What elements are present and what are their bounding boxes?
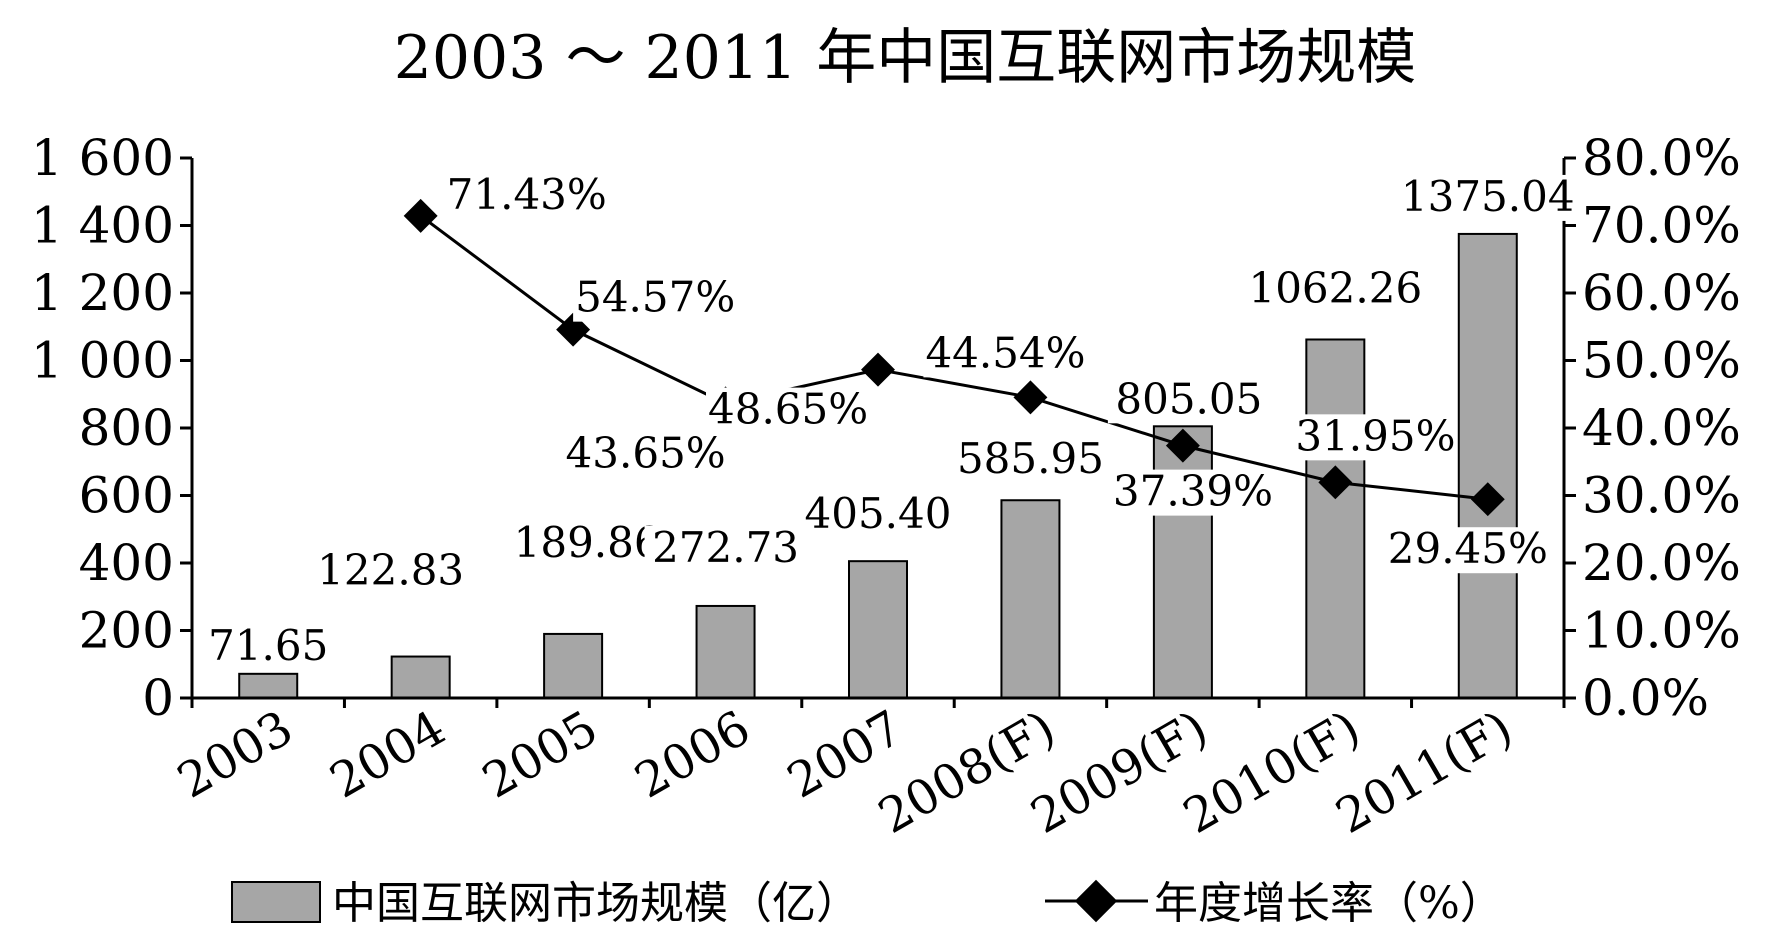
x-tick-label: 2004 <box>321 700 455 810</box>
bar-2007 <box>848 560 908 699</box>
y-left-tick-label: 800 <box>79 399 174 457</box>
growth-label-bg <box>563 431 718 478</box>
x-tick-label: 2009(F) <box>1022 700 1217 845</box>
y-left-tick-label: 1 600 <box>31 129 174 187</box>
bar-label-bg <box>797 492 959 539</box>
y-left-tick-label: 400 <box>79 534 174 592</box>
x-tick-label: 2008(F) <box>869 700 1064 845</box>
y-left-tick-label: 1 400 <box>31 197 174 255</box>
bar-label-bg <box>1240 266 1430 313</box>
y-left-tick-label: 0 <box>142 669 174 727</box>
y-right-tick-label: 60.0% <box>1582 264 1741 322</box>
growth-rate-label: 43.65% <box>566 428 726 477</box>
y-left-tick-label: 200 <box>79 602 174 660</box>
growth-marker-2010(F) <box>1318 465 1353 500</box>
growth-label-bg <box>1293 414 1448 461</box>
growth-marker-2004 <box>403 198 438 233</box>
growth-rate-label: 29.45% <box>1388 524 1548 573</box>
growth-label-bg <box>444 172 599 219</box>
y-right-tick-label: 10.0% <box>1582 602 1741 660</box>
bar-value-label: 71.65 <box>208 621 328 670</box>
chart-title: 2003 ～ 2011 年中国互联网市场规模 <box>394 23 1417 93</box>
bar-value-label: 1062.26 <box>1248 263 1422 312</box>
legend-bar-swatch <box>231 881 321 923</box>
bar-2005 <box>543 632 604 699</box>
legend-diamond-marker <box>1074 879 1118 923</box>
bar-label-bg <box>1107 377 1270 424</box>
bar-value-label: 805.05 <box>1115 374 1262 423</box>
bar-2006 <box>695 604 756 699</box>
legend: 中国互联网市场规模（亿） 年度增长率（%） <box>231 878 1504 929</box>
bar-value-label: 122.83 <box>317 546 464 595</box>
bar-value-label: 1375.04 <box>1401 172 1575 221</box>
bar-label-bg <box>200 623 336 670</box>
growth-marker-2008(F) <box>1013 380 1048 415</box>
bar-2010(F) <box>1305 338 1366 699</box>
y-left-tick-label: 1 200 <box>31 264 174 322</box>
y-left-tick-label: 1 000 <box>31 332 174 390</box>
growth-rate-label: 37.39% <box>1113 467 1273 516</box>
bar-value-label: 189.86 <box>514 518 661 567</box>
x-tick-label: 2003 <box>168 700 302 810</box>
x-tick-label: 2006 <box>626 700 760 810</box>
growth-rate-line <box>419 214 1488 501</box>
growth-rate-label: 71.43% <box>447 170 607 219</box>
growth-rate-label: 31.95% <box>1295 411 1455 460</box>
y-right-tick-label: 20.0% <box>1582 534 1741 592</box>
growth-label-bg <box>1110 469 1265 516</box>
bar-2011(F) <box>1457 232 1518 699</box>
growth-label-bg <box>706 387 860 434</box>
x-tick-label: 2005 <box>473 700 607 810</box>
legend-line-label: 年度增长率（%） <box>1154 878 1504 929</box>
bar-2008(F) <box>1000 499 1061 699</box>
x-tick-label: 2010(F) <box>1174 700 1369 845</box>
bar-value-label: 405.40 <box>805 489 952 538</box>
bar-value-label: 272.73 <box>652 523 799 572</box>
growth-rate-label: 54.57% <box>575 273 735 322</box>
bar-2004 <box>390 655 451 699</box>
legend-bar-label: 中国互联网市场规模（亿） <box>332 878 860 929</box>
bar-label-bg <box>309 548 472 595</box>
growth-label-bg <box>1385 527 1540 574</box>
y-right-tick-label: 0.0% <box>1582 669 1709 727</box>
growth-label-bg <box>573 275 728 322</box>
growth-rate-label: 44.54% <box>925 328 1085 377</box>
bar-value-label: 585.95 <box>957 434 1104 483</box>
y-right-tick-label: 80.0% <box>1582 129 1741 187</box>
y-right-tick-label: 30.0% <box>1582 467 1741 525</box>
bar-label-bg <box>949 437 1112 484</box>
y-right-tick-label: 70.0% <box>1582 197 1741 255</box>
growth-label-bg <box>923 331 1078 378</box>
plot-area: 0 200 400 600 800 1 000 1 200 1 400 1 600 0.0% 10.… <box>31 129 1741 845</box>
y-right-tick-label: 40.0% <box>1582 399 1741 457</box>
growth-rate-label: 48.65% <box>708 385 868 434</box>
y-left-tick-label: 600 <box>79 467 174 525</box>
growth-marker-2011(F) <box>1470 482 1505 517</box>
growth-marker-2009(F) <box>1165 428 1200 463</box>
x-tick-label: 2011(F) <box>1327 700 1522 845</box>
growth-marker-2007 <box>861 352 895 387</box>
bar-2003 <box>238 672 299 699</box>
bar-label-bg <box>506 520 669 567</box>
y-right-tick-label: 50.0% <box>1582 332 1741 390</box>
bar-label-bg <box>644 525 807 572</box>
bar-label-bg <box>1393 174 1583 221</box>
